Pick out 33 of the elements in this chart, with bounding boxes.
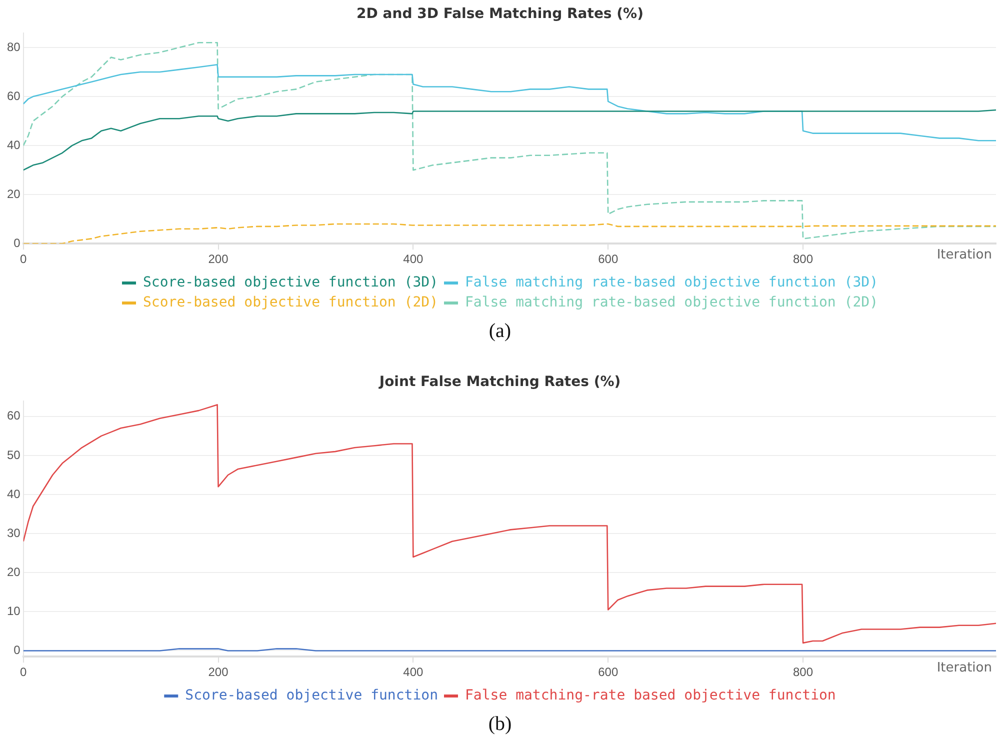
y-tick-label: 0 [14, 643, 21, 658]
x-tick-label: 200 [208, 252, 229, 266]
text: (b) [487, 713, 513, 737]
x-tick-label: 400 [403, 665, 424, 680]
line-series [23, 42, 996, 240]
chart-title: 2D and 3D False Matching Rates (%) [356, 6, 644, 22]
text: (a) [488, 320, 512, 344]
x-axis-title: Iteration [936, 247, 992, 262]
y-tick-label: 20 [6, 564, 21, 579]
y-tick-label: 0 [14, 236, 21, 250]
y-tick-label: 40 [6, 486, 21, 501]
x-tick-label: 400 [403, 252, 424, 266]
y-tick-label: 80 [6, 40, 21, 54]
y-tick-label: 50 [6, 448, 21, 462]
x-tick-label: 800 [793, 252, 814, 266]
y-tick-label: 10 [6, 604, 21, 618]
x-tick-label: 200 [208, 665, 229, 680]
x-tick-label: 600 [598, 252, 618, 266]
y-tick-label: 30 [6, 526, 21, 540]
y-tick-label: 20 [6, 186, 21, 201]
legend-label: Score-based objective function [185, 688, 438, 704]
chart-title: Joint False Matching Rates (%) [378, 374, 621, 390]
x-axis-title: Iteration [936, 660, 992, 676]
legend-label: Score-based objective function (3D) [142, 274, 438, 291]
legend-label: False matching-rate based objective function [465, 688, 836, 704]
legend-label: Score-based objective function (2D) [142, 294, 438, 311]
x-tick-label: 600 [598, 665, 618, 680]
legend-label: False matching rate-based objective function (3D) [465, 274, 878, 291]
y-tick-label: 60 [6, 408, 21, 423]
y-tick-label: 40 [6, 138, 21, 152]
legend-label: False matching rate-based objective function (2D) [465, 294, 878, 311]
y-tick-label: 60 [6, 88, 21, 103]
x-tick-label: 800 [793, 665, 814, 680]
